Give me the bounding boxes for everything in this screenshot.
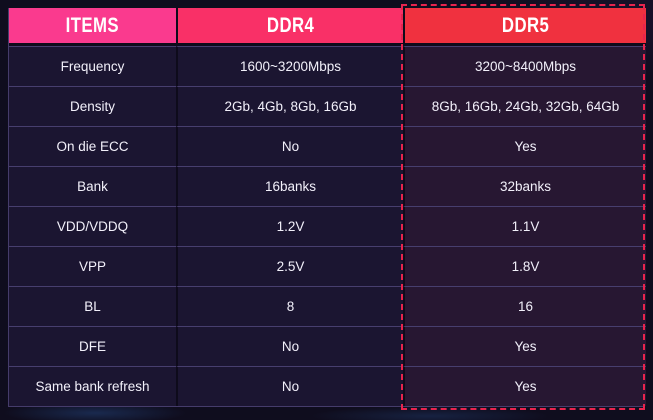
row-item-label: BL: [9, 286, 176, 326]
column-header-ddr5: DDR5: [403, 8, 646, 46]
ddr5-value-cell: 16: [403, 286, 646, 326]
ddr-comparison-table: ITEMS DDR4 DDR5 Frequency 1600~3200Mbps 32…: [8, 8, 646, 407]
row-item-label: Density: [9, 86, 176, 126]
row-item-label: Frequency: [9, 46, 176, 86]
ddr5-value-cell: 1.8V: [403, 246, 646, 286]
ddr5-value-cell: Yes: [403, 326, 646, 366]
ddr4-value-cell: 16banks: [176, 166, 403, 206]
row-item-label: Bank: [9, 166, 176, 206]
row-item-label: DFE: [9, 326, 176, 366]
ddr5-value-cell: 32banks: [403, 166, 646, 206]
ddr4-value-cell: 2Gb, 4Gb, 8Gb, 16Gb: [176, 86, 403, 126]
row-item-label: VDD/VDDQ: [9, 206, 176, 246]
ddr4-value-cell: 1600~3200Mbps: [176, 46, 403, 86]
ddr4-value-cell: 2.5V: [176, 246, 403, 286]
ddr5-value-cell: 1.1V: [403, 206, 646, 246]
ddr4-value-cell: No: [176, 366, 403, 406]
column-header-items-label: ITEMS: [65, 13, 120, 37]
ddr5-value-cell: Yes: [403, 126, 646, 166]
row-item-label: Same bank refresh: [9, 366, 176, 406]
ddr4-value-cell: No: [176, 326, 403, 366]
ddr5-value-cell: 8Gb, 16Gb, 24Gb, 32Gb, 64Gb: [403, 86, 646, 126]
column-header-items: ITEMS: [9, 8, 176, 46]
row-item-label: VPP: [9, 246, 176, 286]
ddr5-value-cell: Yes: [403, 366, 646, 406]
column-header-ddr5-label: DDR5: [501, 13, 550, 37]
ddr4-value-cell: 8: [176, 286, 403, 326]
ddr5-value-cell: 3200~8400Mbps: [403, 46, 646, 86]
ddr4-value-cell: No: [176, 126, 403, 166]
row-item-label: On die ECC: [9, 126, 176, 166]
column-header-ddr4: DDR4: [176, 8, 403, 46]
ddr4-value-cell: 1.2V: [176, 206, 403, 246]
column-header-ddr4-label: DDR4: [266, 13, 315, 37]
